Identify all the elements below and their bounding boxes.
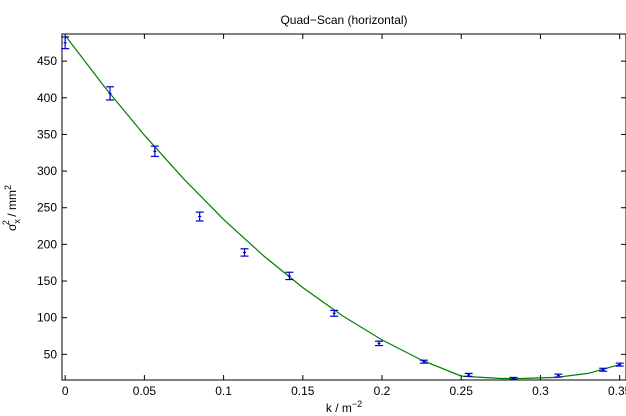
data-point [61,36,70,50]
data-point [464,372,473,377]
data-point [554,373,563,378]
y-axis-label-superscript: 2 [1,220,11,225]
data-point [150,145,159,158]
data-point [599,367,608,372]
data-point [375,340,384,347]
y-axis-label-unit: / mm [5,190,19,220]
x-tick-label: 0.35 [608,384,626,398]
y-tick-label: 150 [37,274,57,288]
y-tick-label: 300 [37,164,57,178]
y-tick-label: 450 [37,54,57,68]
plot-area-frame [61,33,626,381]
data-points [61,36,624,381]
x-tick-label: 0.1 [215,384,232,398]
data-point [330,309,339,317]
y-axis-label-subscript: x [12,219,22,224]
y-tick-label: 400 [37,91,57,105]
x-axis-label-exponent: −2 [352,399,362,409]
x-axis-label: k / m−2 [326,399,362,415]
x-tick-label: 0.3 [532,384,549,398]
y-tick-label: 100 [37,311,57,325]
data-point [615,362,624,367]
y-tick-label: 200 [37,237,57,251]
x-axis-label-base: k / m [326,401,352,415]
y-axis-label: σx2 / mm2 [1,185,22,231]
data-point [285,271,294,281]
y-tick-label: 50 [44,347,58,361]
data-point [106,86,115,101]
data-point [195,211,204,222]
y-axis: 50 100 150 200 250 300 350 400 450 [37,54,626,361]
fit-curve-line [64,35,620,380]
data-point [419,359,428,364]
y-tick-label: 350 [37,127,57,141]
y-tick-label: 250 [37,201,57,215]
data-point [240,248,249,257]
x-tick-label: 0.05 [133,384,157,398]
x-axis: 0 0.05 0.1 0.15 0.2 0.25 0.3 0.35 [62,34,626,398]
data-point [509,376,518,381]
chart-title: Quad−Scan (horizontal) [280,13,407,27]
x-tick-label: 0.25 [450,384,474,398]
y-axis-label-unit-exponent: 2 [3,185,13,190]
x-tick-label: 0.15 [291,384,315,398]
y-axis-label-symbol: σ [5,223,19,231]
x-tick-label: 0 [62,384,69,398]
x-tick-label: 0.2 [374,384,391,398]
